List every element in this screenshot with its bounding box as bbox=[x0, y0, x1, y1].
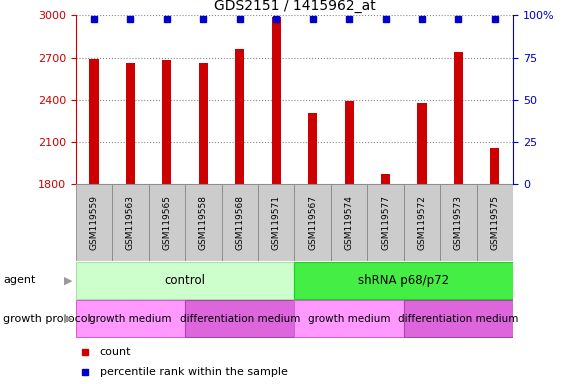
Text: shRNA p68/p72: shRNA p68/p72 bbox=[358, 274, 449, 287]
FancyBboxPatch shape bbox=[185, 300, 294, 337]
Bar bbox=[89, 59, 99, 184]
Text: GSM119559: GSM119559 bbox=[90, 195, 99, 250]
Text: ▶: ▶ bbox=[64, 314, 73, 324]
FancyBboxPatch shape bbox=[112, 184, 149, 261]
Text: GSM119558: GSM119558 bbox=[199, 195, 208, 250]
Bar bbox=[490, 148, 500, 184]
Bar bbox=[417, 103, 427, 184]
Text: GSM119577: GSM119577 bbox=[381, 195, 390, 250]
Text: GSM119572: GSM119572 bbox=[417, 195, 426, 250]
Text: count: count bbox=[100, 347, 131, 357]
Text: GSM119573: GSM119573 bbox=[454, 195, 463, 250]
FancyBboxPatch shape bbox=[185, 184, 222, 261]
Text: GSM119568: GSM119568 bbox=[236, 195, 244, 250]
FancyBboxPatch shape bbox=[76, 262, 294, 299]
Text: differentiation medium: differentiation medium bbox=[398, 314, 518, 324]
Text: percentile rank within the sample: percentile rank within the sample bbox=[100, 367, 288, 377]
FancyBboxPatch shape bbox=[367, 184, 403, 261]
Text: GSM119574: GSM119574 bbox=[345, 195, 353, 250]
Text: differentiation medium: differentiation medium bbox=[180, 314, 300, 324]
Title: GDS2151 / 1415962_at: GDS2151 / 1415962_at bbox=[213, 0, 375, 13]
FancyBboxPatch shape bbox=[76, 184, 112, 261]
Text: control: control bbox=[164, 274, 206, 287]
FancyBboxPatch shape bbox=[258, 184, 294, 261]
FancyBboxPatch shape bbox=[440, 184, 476, 261]
Bar bbox=[454, 52, 463, 184]
Text: agent: agent bbox=[3, 275, 36, 285]
FancyBboxPatch shape bbox=[294, 300, 403, 337]
Text: ▶: ▶ bbox=[64, 275, 73, 285]
Bar bbox=[162, 60, 171, 184]
Bar bbox=[345, 101, 354, 184]
Text: GSM119563: GSM119563 bbox=[126, 195, 135, 250]
FancyBboxPatch shape bbox=[76, 300, 185, 337]
Bar bbox=[381, 174, 390, 184]
Text: GSM119565: GSM119565 bbox=[163, 195, 171, 250]
Text: growth protocol: growth protocol bbox=[3, 314, 90, 324]
FancyBboxPatch shape bbox=[331, 184, 367, 261]
Bar bbox=[126, 63, 135, 184]
Text: GSM119567: GSM119567 bbox=[308, 195, 317, 250]
Bar bbox=[308, 113, 317, 184]
Text: GSM119571: GSM119571 bbox=[272, 195, 280, 250]
FancyBboxPatch shape bbox=[222, 184, 258, 261]
FancyBboxPatch shape bbox=[149, 184, 185, 261]
FancyBboxPatch shape bbox=[294, 184, 331, 261]
Bar bbox=[199, 63, 208, 184]
Text: growth medium: growth medium bbox=[308, 314, 391, 324]
FancyBboxPatch shape bbox=[294, 262, 513, 299]
Text: GSM119575: GSM119575 bbox=[490, 195, 499, 250]
FancyBboxPatch shape bbox=[476, 184, 513, 261]
Bar bbox=[272, 17, 281, 184]
FancyBboxPatch shape bbox=[403, 300, 513, 337]
Bar bbox=[235, 49, 244, 184]
FancyBboxPatch shape bbox=[403, 184, 440, 261]
Text: growth medium: growth medium bbox=[89, 314, 172, 324]
